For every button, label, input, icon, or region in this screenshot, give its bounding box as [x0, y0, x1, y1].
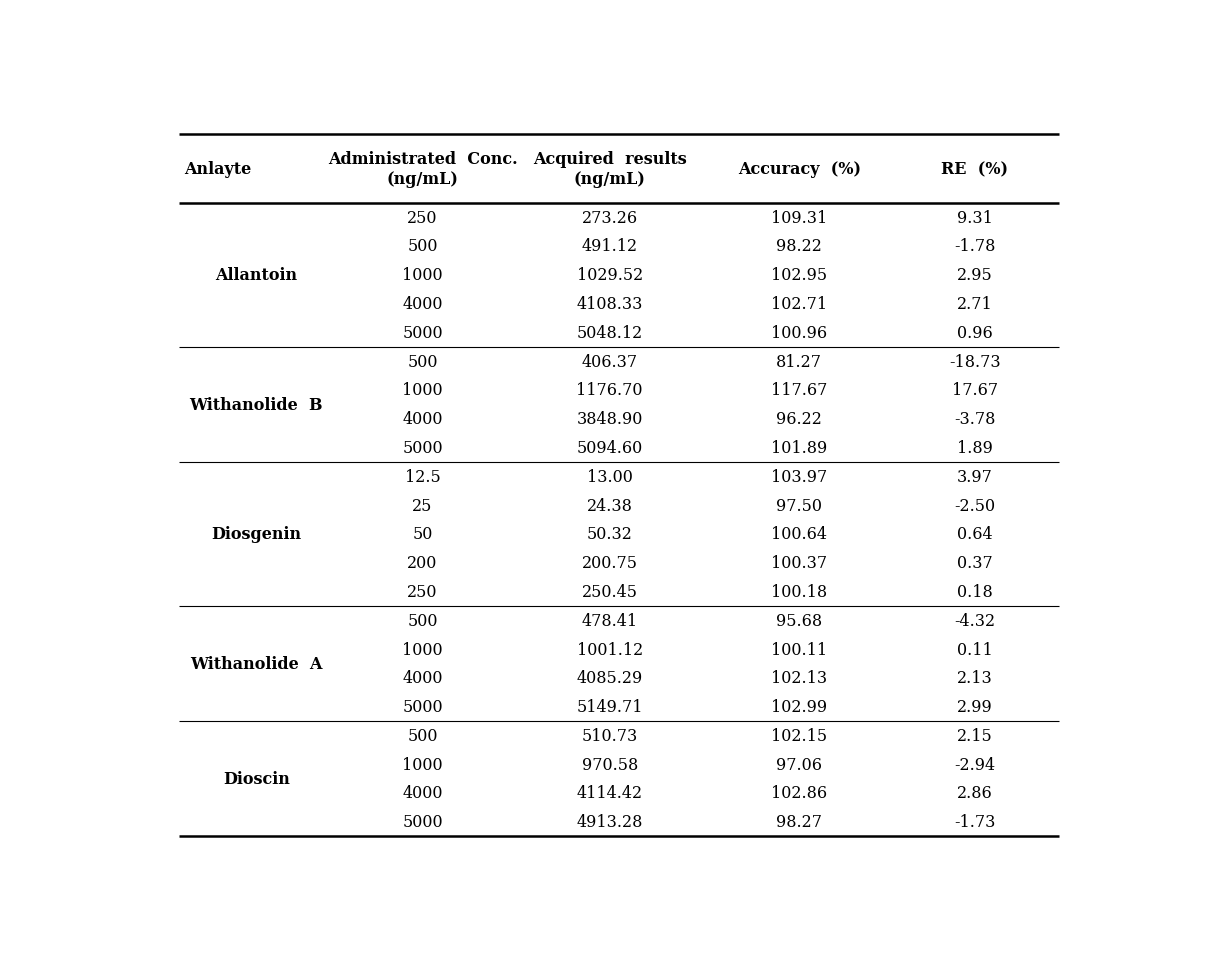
- Text: 200: 200: [407, 554, 437, 572]
- Text: 97.50: 97.50: [777, 497, 823, 514]
- Text: 4085.29: 4085.29: [576, 670, 643, 687]
- Text: 117.67: 117.67: [771, 382, 827, 399]
- Text: 98.22: 98.22: [777, 238, 823, 255]
- Text: 1000: 1000: [402, 641, 443, 658]
- Text: 98.27: 98.27: [777, 813, 823, 830]
- Text: 0.37: 0.37: [957, 554, 993, 572]
- Text: 0.64: 0.64: [957, 526, 993, 543]
- Text: 2.15: 2.15: [957, 727, 993, 744]
- Text: 406.37: 406.37: [582, 354, 638, 370]
- Text: 4000: 4000: [402, 785, 443, 801]
- Text: 1.89: 1.89: [957, 440, 993, 456]
- Text: 4108.33: 4108.33: [576, 296, 643, 313]
- Text: Dioscin: Dioscin: [223, 770, 290, 787]
- Text: 50.32: 50.32: [587, 526, 633, 543]
- Text: 102.13: 102.13: [771, 670, 827, 687]
- Text: 273.26: 273.26: [582, 209, 638, 227]
- Text: 2.95: 2.95: [957, 267, 993, 284]
- Text: 500: 500: [407, 612, 437, 629]
- Text: 5000: 5000: [402, 440, 443, 456]
- Text: 5094.60: 5094.60: [576, 440, 643, 456]
- Text: 5149.71: 5149.71: [576, 699, 643, 715]
- Text: 478.41: 478.41: [582, 612, 638, 629]
- Text: 12.5: 12.5: [405, 468, 441, 485]
- Text: Anlayte: Anlayte: [184, 161, 251, 177]
- Text: 5048.12: 5048.12: [576, 325, 643, 341]
- Text: 13.00: 13.00: [587, 468, 633, 485]
- Text: 97.06: 97.06: [777, 756, 823, 773]
- Text: -1.73: -1.73: [954, 813, 995, 830]
- Text: 4913.28: 4913.28: [576, 813, 643, 830]
- Text: 25: 25: [412, 497, 432, 514]
- Text: 100.11: 100.11: [771, 641, 827, 658]
- Text: 4000: 4000: [402, 296, 443, 313]
- Text: 9.31: 9.31: [957, 209, 993, 227]
- Text: 1001.12: 1001.12: [576, 641, 643, 658]
- Text: 0.96: 0.96: [957, 325, 993, 341]
- Text: -1.78: -1.78: [954, 238, 995, 255]
- Text: 4000: 4000: [402, 670, 443, 687]
- Text: 102.99: 102.99: [771, 699, 827, 715]
- Text: 1176.70: 1176.70: [576, 382, 643, 399]
- Text: 95.68: 95.68: [777, 612, 823, 629]
- Text: 3.97: 3.97: [957, 468, 993, 485]
- Text: 24.38: 24.38: [587, 497, 633, 514]
- Text: Accuracy  (%): Accuracy (%): [738, 161, 861, 177]
- Text: -4.32: -4.32: [954, 612, 995, 629]
- Text: 1029.52: 1029.52: [576, 267, 643, 284]
- Text: 0.18: 0.18: [957, 583, 993, 601]
- Text: -3.78: -3.78: [954, 411, 995, 427]
- Text: 250: 250: [407, 209, 437, 227]
- Text: Diosgenin: Diosgenin: [211, 526, 301, 543]
- Text: 50: 50: [412, 526, 432, 543]
- Text: 3848.90: 3848.90: [576, 411, 643, 427]
- Text: 2.13: 2.13: [957, 670, 993, 687]
- Text: 2.99: 2.99: [957, 699, 993, 715]
- Text: 100.64: 100.64: [772, 526, 827, 543]
- Text: 510.73: 510.73: [581, 727, 638, 744]
- Text: 5000: 5000: [402, 325, 443, 341]
- Text: -18.73: -18.73: [949, 354, 1000, 370]
- Text: 1000: 1000: [402, 382, 443, 399]
- Text: 0.11: 0.11: [957, 641, 993, 658]
- Text: 100.96: 100.96: [771, 325, 827, 341]
- Text: 102.95: 102.95: [771, 267, 827, 284]
- Text: 102.86: 102.86: [771, 785, 827, 801]
- Text: 101.89: 101.89: [771, 440, 827, 456]
- Text: Withanolide  A: Withanolide A: [190, 655, 323, 672]
- Text: Withanolide  B: Withanolide B: [190, 396, 323, 414]
- Text: 109.31: 109.31: [771, 209, 827, 227]
- Text: 81.27: 81.27: [777, 354, 823, 370]
- Text: 250.45: 250.45: [582, 583, 638, 601]
- Text: 100.37: 100.37: [771, 554, 827, 572]
- Text: 96.22: 96.22: [777, 411, 823, 427]
- Text: 250: 250: [407, 583, 437, 601]
- Text: 2.71: 2.71: [957, 296, 993, 313]
- Text: 17.67: 17.67: [952, 382, 998, 399]
- Text: RE  (%): RE (%): [941, 161, 1009, 177]
- Text: 102.71: 102.71: [771, 296, 827, 313]
- Text: 1000: 1000: [402, 267, 443, 284]
- Text: Administrated  Conc.
(ng/mL): Administrated Conc. (ng/mL): [327, 151, 517, 188]
- Text: Acquired  results
(ng/mL): Acquired results (ng/mL): [533, 151, 686, 188]
- Text: 500: 500: [407, 727, 437, 744]
- Text: -2.50: -2.50: [954, 497, 995, 514]
- Text: 5000: 5000: [402, 699, 443, 715]
- Text: 491.12: 491.12: [582, 238, 638, 255]
- Text: 5000: 5000: [402, 813, 443, 830]
- Text: 500: 500: [407, 354, 437, 370]
- Text: 100.18: 100.18: [771, 583, 827, 601]
- Text: 970.58: 970.58: [581, 756, 638, 773]
- Text: 2.86: 2.86: [957, 785, 993, 801]
- Text: Allantoin: Allantoin: [215, 267, 297, 284]
- Text: 102.15: 102.15: [771, 727, 827, 744]
- Text: -2.94: -2.94: [954, 756, 995, 773]
- Text: 4114.42: 4114.42: [576, 785, 643, 801]
- Text: 500: 500: [407, 238, 437, 255]
- Text: 103.97: 103.97: [771, 468, 827, 485]
- Text: 200.75: 200.75: [582, 554, 638, 572]
- Text: 1000: 1000: [402, 756, 443, 773]
- Text: 4000: 4000: [402, 411, 443, 427]
